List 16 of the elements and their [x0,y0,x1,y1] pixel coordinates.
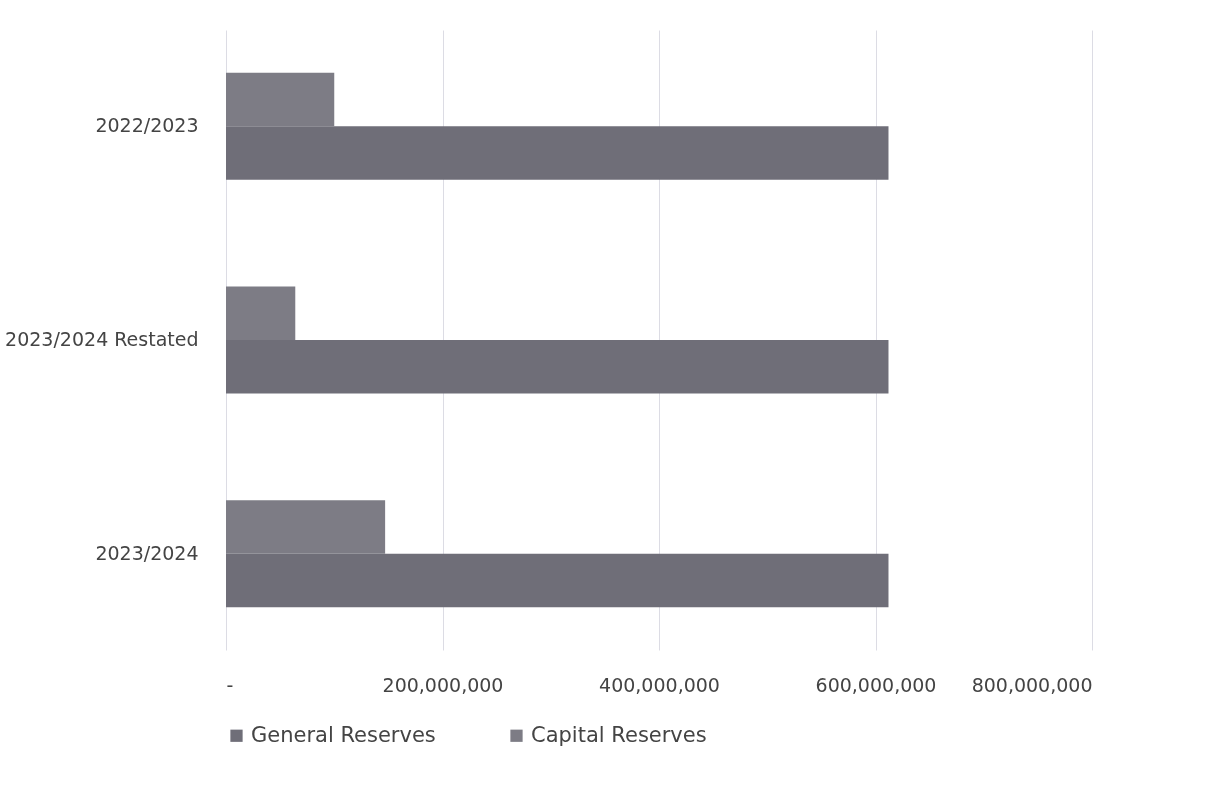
x-tick-label: 800,000,000 [971,673,1093,696]
bar [226,72,335,127]
bar [226,126,889,180]
legend-label: Capital Reserves [531,722,707,747]
y-tick-label: 2022/2023 [95,114,199,137]
bar [226,553,889,608]
x-tick-label: - [226,673,234,696]
bar [226,286,296,340]
bar [226,500,386,554]
legend-label: General Reserves [251,722,436,747]
y-tick-label: 2023/2024 Restated [5,328,199,350]
y-tick-label: 2023/2024 [95,541,199,564]
x-tick-label: 200,000,000 [382,673,504,696]
x-tick-label: 600,000,000 [815,673,937,696]
bar [226,340,889,394]
x-tick-label: 400,000,000 [599,673,720,696]
